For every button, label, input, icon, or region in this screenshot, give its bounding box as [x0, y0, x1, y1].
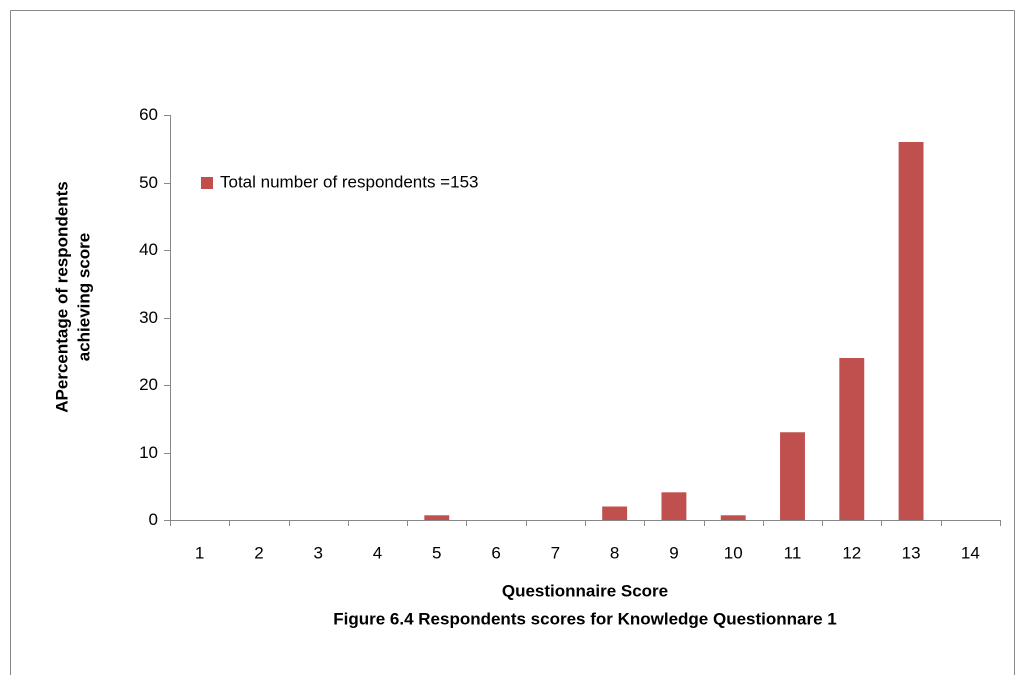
x-tick-label: 6 — [491, 543, 500, 562]
bar — [602, 506, 628, 520]
y-tick-label: 50 — [139, 173, 158, 192]
x-tick-label: 10 — [724, 543, 743, 562]
x-tick-label: 8 — [610, 543, 619, 562]
y-tick-label: 60 — [139, 105, 158, 124]
y-axis-title: APercentage of respondents achieving sco… — [52, 181, 93, 412]
x-tick-label: 3 — [313, 543, 322, 562]
y-tick-label: 30 — [139, 308, 158, 327]
x-tick-label: 5 — [432, 543, 441, 562]
y-tick-label: 40 — [139, 240, 158, 259]
legend-swatch — [201, 177, 213, 189]
bar — [661, 492, 687, 520]
x-tick-label: 11 — [784, 543, 802, 562]
x-tick-label: 12 — [842, 543, 861, 562]
x-tick-label: 7 — [551, 543, 560, 562]
x-tick-label: 9 — [669, 543, 678, 562]
caption: Figure 6.4 Respondents scores for Knowle… — [333, 609, 837, 628]
x-tick-label: 1 — [195, 543, 204, 562]
x-tick-label: 13 — [902, 543, 921, 562]
bar — [839, 358, 865, 520]
legend-label: Total number of respondents =153 — [220, 172, 478, 191]
x-tick-label: 14 — [961, 543, 980, 562]
bar — [720, 515, 746, 520]
x-tick-label: 2 — [254, 543, 263, 562]
y-axis-title-line: achieving score — [74, 233, 93, 362]
x-tick-label: 4 — [373, 543, 382, 562]
x-axis-title: Questionnaire Score — [502, 581, 668, 600]
y-tick-label: 20 — [139, 375, 158, 394]
y-tick-label: 10 — [139, 443, 158, 462]
y-axis-title-line: APercentage of respondents — [52, 181, 71, 412]
bar — [780, 432, 805, 520]
y-tick-label: 0 — [149, 510, 158, 529]
bar — [898, 142, 924, 520]
bar — [424, 515, 450, 520]
